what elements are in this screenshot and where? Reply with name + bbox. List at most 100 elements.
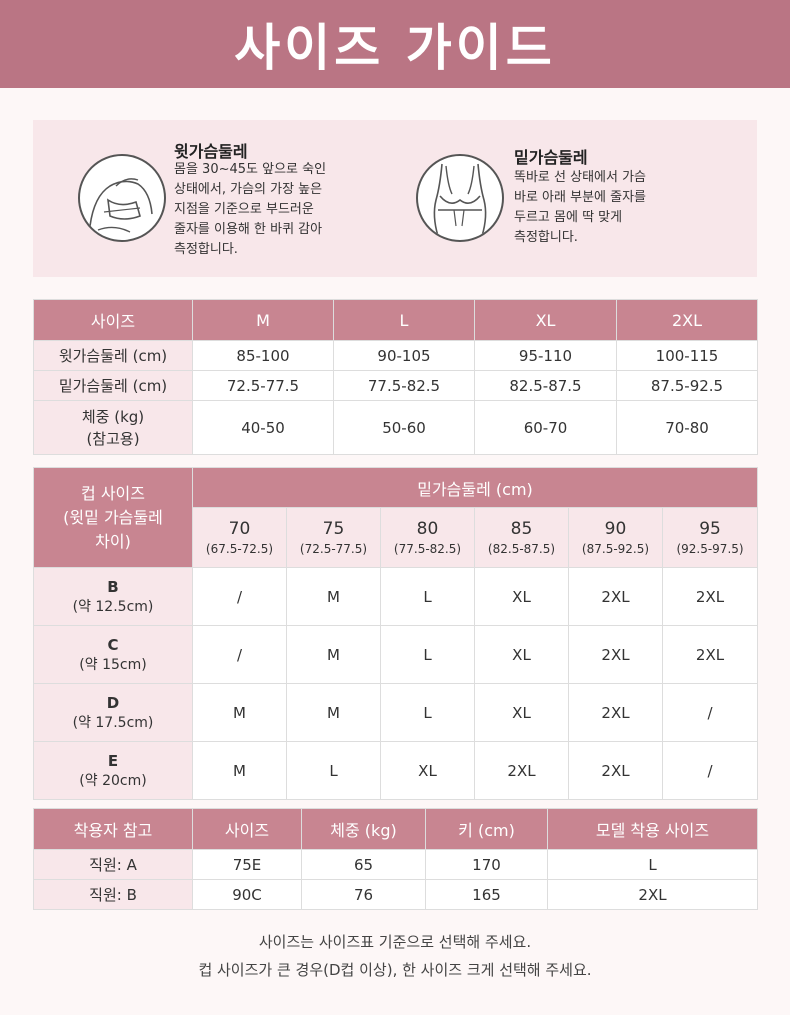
size-table-header: M bbox=[192, 299, 334, 341]
guide-under-desc: 똑바로 선 상태에서 가슴 바로 아래 부분에 줄자를 두르고 몸에 딱 맞게 … bbox=[514, 170, 646, 245]
upper-bust-measure-icon bbox=[78, 154, 166, 242]
cup-label: D (약 17.5cm) bbox=[33, 683, 193, 742]
table-cell: 50-60 bbox=[333, 400, 475, 455]
table-cell: XL bbox=[474, 567, 569, 626]
underbust-value: 85 bbox=[510, 518, 533, 539]
cup-letter: D bbox=[106, 693, 120, 712]
guide-upper-title: 윗가슴둘레 bbox=[174, 142, 248, 161]
table-row: 직원: B 90C 76 165 2XL bbox=[33, 879, 758, 910]
underbust-range: (72.5-77.5) bbox=[299, 541, 368, 556]
table-cell: / bbox=[192, 567, 287, 626]
table-cell: L bbox=[380, 567, 475, 626]
table-cell: L bbox=[286, 741, 381, 800]
table-cell: 90C bbox=[192, 879, 302, 910]
table-cell: 2XL bbox=[568, 625, 663, 684]
table-cell: XL bbox=[474, 683, 569, 742]
size-table-header: XL bbox=[474, 299, 617, 341]
wear-table-header: 모델 착용 사이즈 bbox=[547, 808, 758, 850]
table-cell: / bbox=[661, 741, 759, 800]
table-cell: 76 bbox=[301, 879, 426, 910]
cup-diff: (약 12.5cm) bbox=[72, 598, 154, 615]
wear-table-header: 착용자 참고 bbox=[33, 808, 193, 850]
table-cell: 2XL bbox=[568, 683, 663, 742]
underbust-value: 95 bbox=[699, 518, 721, 539]
table-cell: M bbox=[192, 741, 287, 800]
underbust-group-header: 밑가슴둘레 (cm) bbox=[191, 467, 759, 508]
table-cell: 90-105 bbox=[333, 340, 475, 371]
row-label: 체중 (kg) (참고용) bbox=[33, 400, 193, 455]
table-cell: L bbox=[380, 625, 475, 684]
underbust-column: 95 (92.5-97.5) bbox=[661, 507, 759, 568]
table-cell: 72.5-77.5 bbox=[192, 370, 334, 401]
table-cell: 75E bbox=[192, 849, 302, 880]
guide-under-title: 밑가슴둘레 bbox=[514, 148, 588, 167]
table-row: D (약 17.5cm) M M L XL 2XL / bbox=[33, 683, 759, 742]
wear-table-header: 체중 (kg) bbox=[301, 808, 426, 850]
table-row: 윗가슴둘레 (cm) 85-100 90-105 95-110 100-115 bbox=[33, 340, 758, 371]
table-cell: XL bbox=[474, 625, 569, 684]
table-cell: M bbox=[286, 567, 381, 626]
wear-table-header: 키 (cm) bbox=[425, 808, 548, 850]
table-cell: 2XL bbox=[568, 567, 663, 626]
table-cell: 65 bbox=[301, 849, 426, 880]
underbust-column: 70 (67.5-72.5) bbox=[192, 507, 287, 568]
measure-guide: 윗가슴둘레 몸을 30~45도 앞으로 숙인 상태에서, 가슴의 가장 높은 지… bbox=[33, 120, 757, 277]
guide-upper-desc: 몸을 30~45도 앞으로 숙인 상태에서, 가슴의 가장 높은 지점을 기준으… bbox=[174, 162, 327, 257]
size-table-header: 2XL bbox=[616, 299, 758, 341]
table-row: B (약 12.5cm) / M L XL 2XL 2XL bbox=[33, 567, 759, 626]
underbust-column: 80 (77.5-82.5) bbox=[380, 507, 475, 568]
table-cell: 95-110 bbox=[474, 340, 617, 371]
underbust-range: (77.5-82.5) bbox=[393, 541, 462, 556]
row-label: 직원: A bbox=[33, 849, 193, 880]
underbust-column: 90 (87.5-92.5) bbox=[568, 507, 663, 568]
underbust-value: 75 bbox=[322, 518, 345, 539]
cup-letter: E bbox=[107, 751, 119, 770]
table-cell: 77.5-82.5 bbox=[333, 370, 475, 401]
wear-table-header: 사이즈 bbox=[192, 808, 302, 850]
table-cell: 2XL bbox=[661, 567, 759, 626]
table-cell: 2XL bbox=[568, 741, 663, 800]
table-cell: 70-80 bbox=[616, 400, 758, 455]
row-label: 직원: B bbox=[33, 879, 193, 910]
underbust-range: (87.5-92.5) bbox=[581, 541, 650, 556]
table-row: C (약 15cm) / M L XL 2XL 2XL bbox=[33, 625, 759, 684]
table-cell: XL bbox=[380, 741, 475, 800]
size-table-header: 사이즈 bbox=[33, 299, 193, 341]
table-cell: / bbox=[192, 625, 287, 684]
under-bust-measure-icon bbox=[416, 154, 504, 242]
table-cell: 40-50 bbox=[192, 400, 334, 455]
table-cell: 82.5-87.5 bbox=[474, 370, 617, 401]
table-row: 체중 (kg) (참고용) 40-50 50-60 60-70 70-80 bbox=[33, 400, 758, 455]
page-header: 사이즈 가이드 bbox=[0, 0, 790, 88]
underbust-value: 80 bbox=[416, 518, 439, 539]
cup-table: 컵 사이즈 (윗밑 가슴둘레 차이) 밑가슴둘레 (cm) 70 (67.5-72… bbox=[33, 467, 759, 800]
table-cell: / bbox=[661, 683, 759, 742]
table-row: E (약 20cm) M L XL 2XL 2XL / bbox=[33, 741, 759, 800]
underbust-column: 85 (82.5-87.5) bbox=[474, 507, 569, 568]
footer-notes: 사이즈는 사이즈표 기준으로 선택해 주세요. 컵 사이즈가 큰 경우(D컵 이… bbox=[0, 928, 790, 984]
cup-diff: (약 17.5cm) bbox=[72, 714, 154, 731]
table-cell: 165 bbox=[425, 879, 548, 910]
table-cell: M bbox=[286, 683, 381, 742]
cup-letter: C bbox=[107, 635, 119, 654]
table-cell: 170 bbox=[425, 849, 548, 880]
table-cell: 100-115 bbox=[616, 340, 758, 371]
underbust-range: (82.5-87.5) bbox=[487, 541, 556, 556]
page-title: 사이즈 가이드 bbox=[234, 19, 556, 77]
cup-diff: (약 20cm) bbox=[79, 772, 147, 789]
cup-letter: B bbox=[107, 577, 119, 596]
table-cell: 2XL bbox=[661, 625, 759, 684]
table-cell: L bbox=[547, 849, 758, 880]
wear-table: 착용자 참고 사이즈 체중 (kg) 키 (cm) 모델 착용 사이즈 직원: … bbox=[33, 808, 758, 910]
table-cell: 85-100 bbox=[192, 340, 334, 371]
table-cell: 2XL bbox=[547, 879, 758, 910]
footer-line: 컵 사이즈가 큰 경우(D컵 이상), 한 사이즈 크게 선택해 주세요. bbox=[198, 961, 592, 979]
cup-diff: (약 15cm) bbox=[79, 656, 147, 673]
underbust-value: 90 bbox=[604, 518, 627, 539]
table-cell: 2XL bbox=[474, 741, 569, 800]
size-table: 사이즈 M L XL 2XL 윗가슴둘레 (cm) 85-100 90-105 … bbox=[33, 299, 758, 455]
cup-label: B (약 12.5cm) bbox=[33, 567, 193, 626]
cup-label: E (약 20cm) bbox=[33, 741, 193, 800]
underbust-range: (67.5-72.5) bbox=[205, 541, 274, 556]
table-cell: 60-70 bbox=[474, 400, 617, 455]
